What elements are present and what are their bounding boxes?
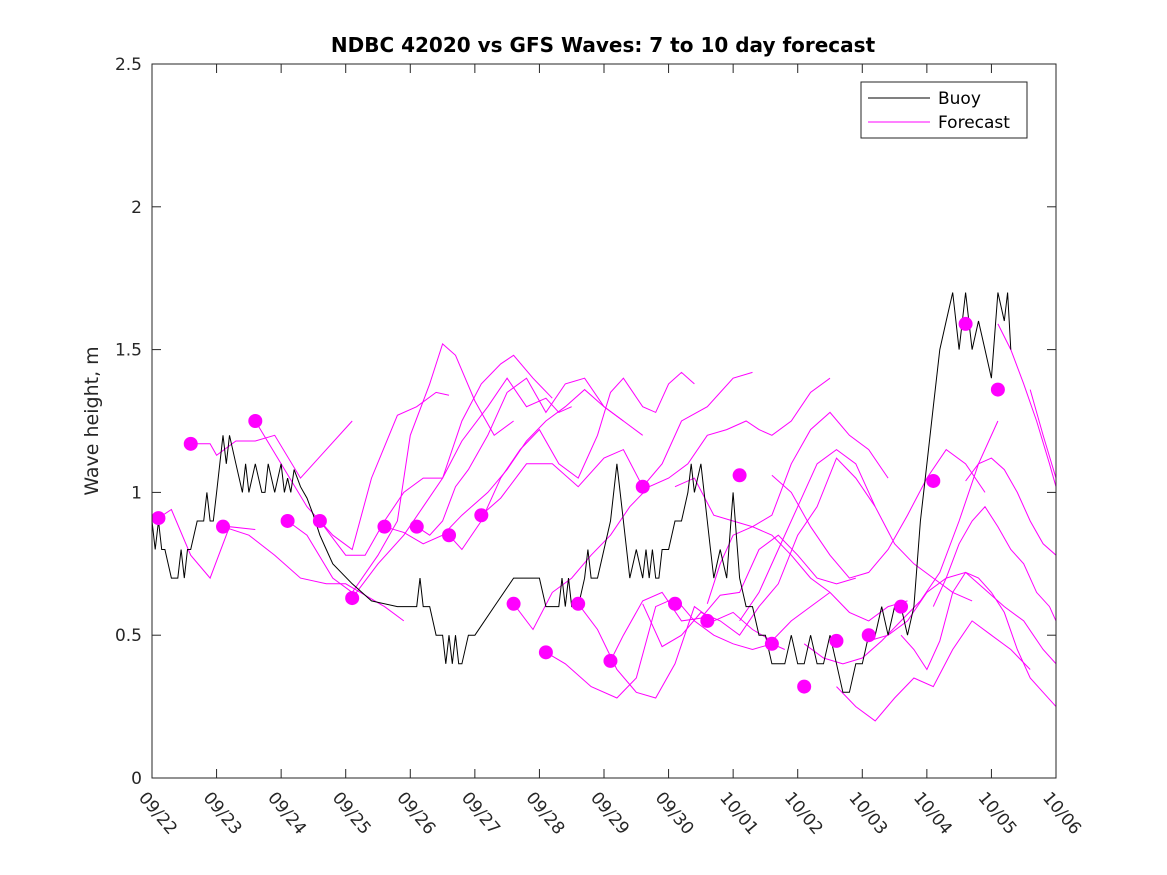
forecast-marker-12	[538, 645, 553, 660]
x-tick-label-1: 09/23	[199, 788, 246, 838]
y-tick-label-0: 0	[131, 769, 142, 789]
forecast-marker-15	[635, 479, 650, 494]
x-tick-label-2: 09/24	[263, 788, 310, 838]
x-tick-label-5: 09/27	[457, 788, 504, 838]
forecast-line-1	[190, 420, 353, 479]
y-tick-label-4: 2	[131, 198, 142, 218]
forecast-line-12	[545, 597, 786, 699]
chart-title: NDBC 42020 vs GFS Waves: 7 to 10 day for…	[331, 33, 876, 57]
forecast-marker-13	[571, 596, 586, 611]
x-tick-label-11: 10/03	[844, 788, 891, 838]
x-tick-label-12: 10/04	[909, 788, 956, 838]
forecast-line-25	[965, 457, 1056, 556]
forecast-line-13	[577, 591, 831, 699]
forecast-marker-21	[829, 633, 844, 648]
forecast-line-11	[513, 377, 831, 631]
forecast-marker-5	[312, 513, 327, 528]
forecast-line-7	[384, 388, 624, 545]
forecast-marker-2	[216, 519, 231, 534]
series-group	[152, 292, 1056, 722]
forecast-marker-4	[280, 513, 295, 528]
legend: Buoy Forecast	[860, 81, 1028, 139]
forecast-marker-20	[797, 679, 812, 694]
x-tick-label-14: 10/06	[1038, 788, 1085, 838]
forecast-line-16	[674, 411, 889, 528]
y-tick-label-5: 2.5	[115, 55, 142, 75]
y-tick-label-3: 1.5	[115, 341, 142, 361]
x-tick-label-4: 09/26	[392, 788, 439, 838]
x-tick-label-6: 09/28	[522, 788, 569, 838]
x-tick-label-7: 09/29	[586, 788, 633, 838]
forecast-line-4	[287, 343, 514, 594]
x-tick-label-13: 10/05	[974, 788, 1021, 838]
forecast-line-8	[416, 377, 643, 536]
y-axis-label: Wave height, m	[81, 346, 103, 495]
axes-box	[151, 63, 1057, 779]
forecast-line-0	[158, 508, 256, 580]
forecast-marker-6	[345, 591, 360, 606]
plot-area	[152, 292, 1056, 722]
forecast-marker-8	[409, 519, 424, 534]
forecast-marker-0	[152, 511, 166, 526]
buoy-line	[152, 292, 1012, 693]
forecast-line-22	[868, 571, 1056, 665]
forecast-marker-25	[958, 316, 973, 331]
forecast-line-14	[610, 534, 856, 662]
axes: 0 0.5 1 1.5 2 2.5 09/22 09/23 09/24 09/25 09/26 09/…	[115, 55, 1085, 839]
forecast-line-20	[803, 420, 999, 665]
y-tick-label-1: 0.5	[115, 626, 142, 646]
forecast-line-24	[932, 505, 1056, 622]
forecast-line-15	[642, 457, 876, 648]
forecast-line-18	[739, 448, 973, 622]
forecast-marker-10	[474, 508, 489, 523]
forecast-marker-24	[926, 473, 941, 488]
forecast-line-9	[448, 371, 695, 551]
forecast-marker-1	[183, 436, 198, 451]
forecast-line-27	[1029, 389, 1056, 479]
x-tick-label-8: 09/30	[651, 788, 698, 838]
forecast-marker-9	[442, 528, 457, 543]
forecast-line-23	[900, 571, 1056, 707]
forecast-marker-22	[861, 628, 876, 643]
forecast-marker-23	[894, 599, 909, 614]
forecast-line-26	[997, 323, 1056, 487]
forecast-line-21	[836, 620, 1031, 722]
legend-box	[860, 81, 1028, 139]
x-tick-label-0: 09/22	[134, 788, 181, 838]
x-tick-label-3: 09/25	[328, 788, 375, 838]
forecast-marker-7	[377, 519, 392, 534]
forecast-marker-16	[668, 596, 683, 611]
forecast-marker-14	[603, 653, 618, 668]
y-tick-label-2: 1	[131, 483, 142, 503]
forecast-marker-3	[248, 414, 263, 428]
forecast-line-6	[351, 377, 572, 599]
x-tick-label-9: 10/01	[715, 788, 762, 838]
forecast-line-3	[254, 391, 450, 551]
forecast-line-2	[222, 526, 405, 622]
forecast-marker-17	[700, 613, 715, 628]
forecast-marker-18	[732, 468, 747, 483]
forecast-marker-11	[506, 596, 521, 611]
forecast-marker-19	[764, 636, 779, 651]
forecast-line-10	[480, 371, 753, 516]
forecast-line-19	[771, 448, 986, 579]
forecast-line-17	[706, 526, 908, 622]
legend-label-buoy: Buoy	[938, 89, 981, 109]
forecast-marker-26	[990, 382, 1005, 397]
legend-label-forecast: Forecast	[938, 113, 1010, 133]
x-tick-label-10: 10/02	[780, 788, 827, 838]
